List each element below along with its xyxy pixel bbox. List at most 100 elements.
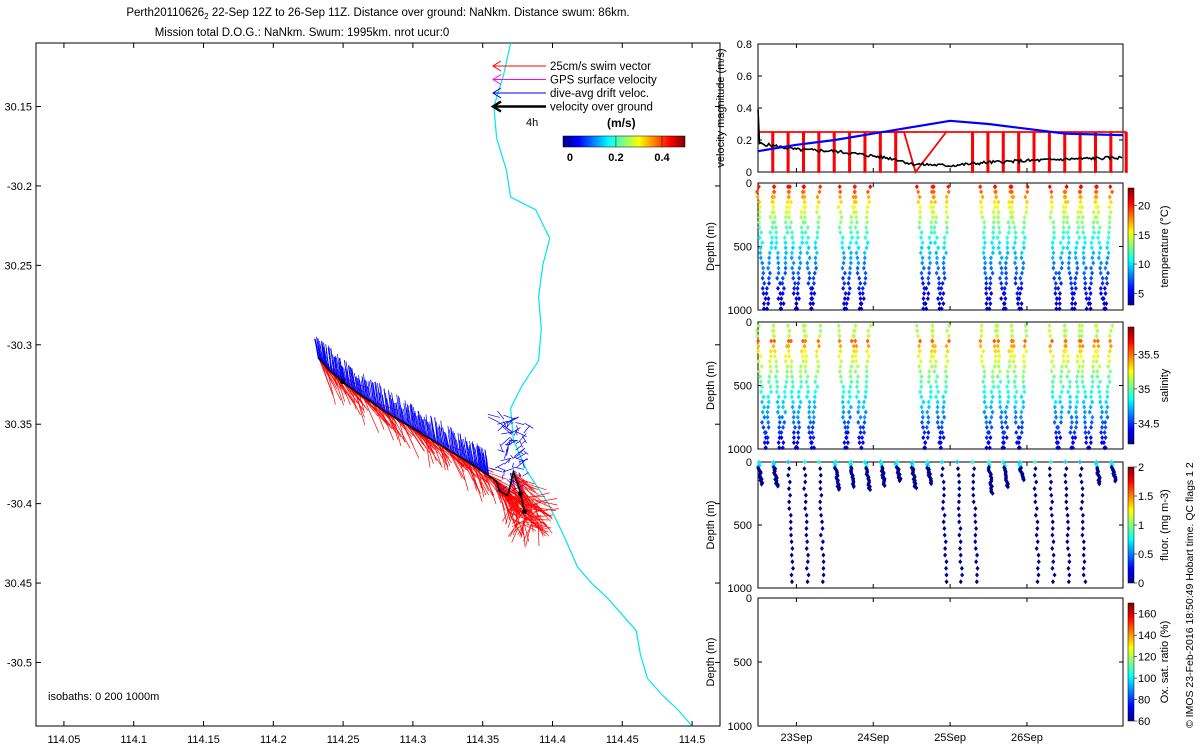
colorbar-tick-label: 0 <box>1138 578 1144 590</box>
profile-point <box>932 230 937 236</box>
profile-point <box>810 424 815 430</box>
profile-point <box>791 290 796 296</box>
profile-point <box>1059 363 1064 369</box>
drift-vector <box>367 386 372 403</box>
profile-point <box>863 235 868 241</box>
profile-point <box>1012 379 1017 385</box>
profile-point <box>1088 290 1093 296</box>
profile-point <box>858 424 863 430</box>
profile-point <box>1063 338 1068 344</box>
profile-point <box>928 389 933 395</box>
profile-point <box>811 445 816 451</box>
profile-point <box>921 280 926 286</box>
swim-vector <box>416 430 427 449</box>
isobath-line <box>493 42 693 727</box>
map-y-tick-label: -30.2 <box>7 181 32 193</box>
profile-point <box>1002 429 1007 435</box>
drift-vector <box>361 376 365 398</box>
swim-vector <box>504 493 511 521</box>
fluor-point <box>803 472 808 478</box>
profile-point <box>1049 209 1054 215</box>
drift-vector <box>425 419 430 439</box>
drift-vector <box>396 394 401 421</box>
profile-point <box>980 194 985 200</box>
profile-point <box>1067 270 1072 276</box>
profile-point <box>942 399 947 405</box>
panel-y-tick-label: 0.4 <box>737 103 752 115</box>
profile-point <box>1061 219 1066 225</box>
profile-point <box>1078 204 1083 210</box>
profile-point <box>922 429 927 435</box>
profile-point <box>814 209 819 215</box>
profile-point <box>940 429 945 435</box>
swim-vector <box>449 450 465 480</box>
profile-point <box>999 255 1004 261</box>
profile-point <box>944 209 949 215</box>
profile-point <box>991 245 996 251</box>
profile-point <box>936 424 941 430</box>
profile-point <box>1088 394 1093 400</box>
profile-point <box>916 189 921 195</box>
profile-point <box>1049 338 1054 344</box>
profile-point <box>765 440 770 446</box>
profile-point <box>785 363 790 369</box>
profile-point <box>807 270 812 276</box>
fluor-point <box>974 526 979 531</box>
drift-vector <box>470 450 475 466</box>
profile-point <box>862 419 867 425</box>
drift-vector <box>380 385 385 411</box>
profile-point <box>1089 424 1094 430</box>
panel-y-label: velocity magnitude (m/s) <box>715 48 727 167</box>
swim-vector <box>517 495 546 498</box>
drift-vector <box>518 458 529 463</box>
profile-point <box>1021 353 1026 359</box>
profile-point <box>780 414 785 420</box>
profile-point <box>936 414 941 420</box>
profile-point <box>996 338 1001 344</box>
profile-point <box>935 255 940 261</box>
profile-point <box>1052 235 1057 241</box>
profile-point <box>930 333 935 339</box>
swim-vector <box>492 478 502 504</box>
profile-point <box>924 306 929 312</box>
profile-point <box>757 369 762 375</box>
profile-point <box>941 265 946 271</box>
profile-point <box>981 348 986 354</box>
profile-point <box>1074 379 1079 385</box>
legend-arrowhead <box>492 60 502 72</box>
profile-point <box>803 338 808 344</box>
swim-vector <box>513 471 529 484</box>
profile-point <box>1005 245 1010 251</box>
profile-point <box>1074 245 1079 251</box>
profile-point <box>1066 409 1071 415</box>
profile-point <box>838 374 843 380</box>
profile-point <box>862 429 867 435</box>
fluor-point <box>805 539 810 545</box>
profile-point <box>930 214 935 220</box>
fluor-point <box>821 559 826 565</box>
profile-point <box>943 379 948 385</box>
profile-point <box>996 363 1001 369</box>
profile-point <box>941 290 946 296</box>
profile-point <box>1024 199 1029 205</box>
profile-point <box>846 290 851 296</box>
profile-point <box>1081 384 1086 390</box>
map-axes-box <box>35 42 721 727</box>
colorbar-tick-label: 120 <box>1138 652 1156 664</box>
profile-point <box>851 209 856 215</box>
profile-point <box>1068 399 1073 405</box>
profile-point <box>847 245 852 251</box>
profile-point <box>764 285 769 291</box>
fluor-point <box>1066 579 1071 585</box>
fluor-point <box>786 459 791 465</box>
drift-vector <box>414 412 419 432</box>
profile-point <box>1104 409 1109 415</box>
profile-point <box>1013 280 1018 286</box>
profile-point <box>1080 219 1085 225</box>
profile-point <box>783 219 788 225</box>
profile-point <box>1096 230 1101 236</box>
profile-point <box>927 404 932 410</box>
profile-point <box>811 409 816 415</box>
profile-point <box>1056 445 1061 451</box>
profile-point <box>999 270 1004 276</box>
